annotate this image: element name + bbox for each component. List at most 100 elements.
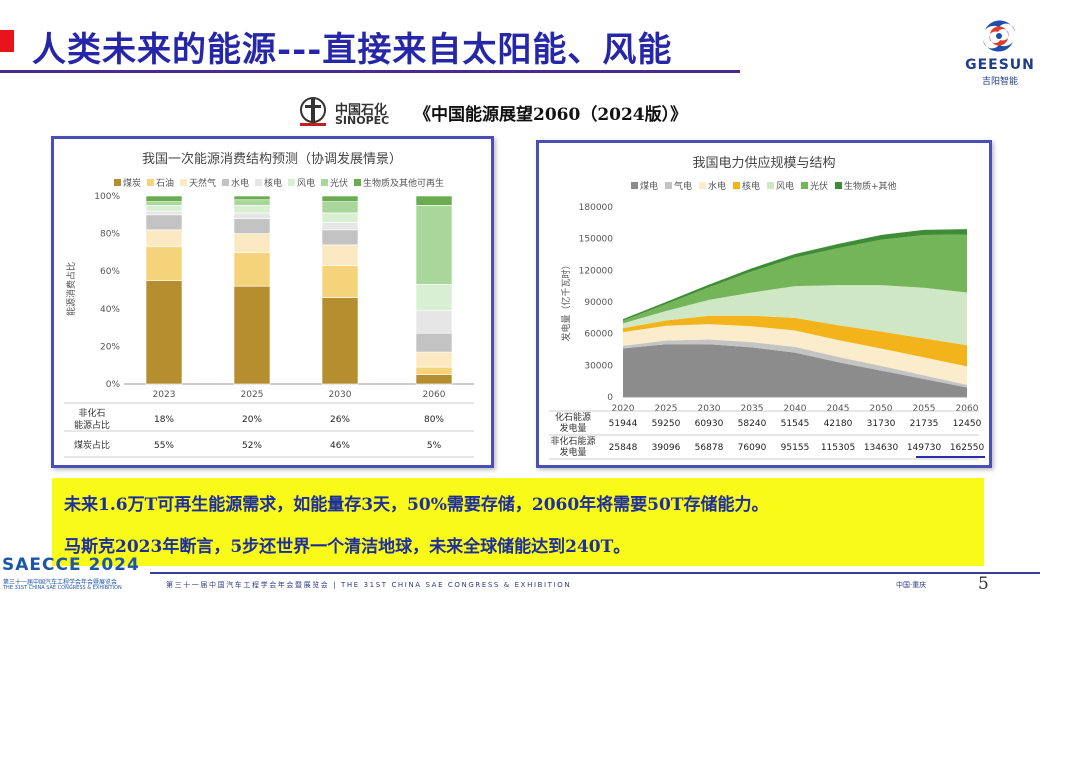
legend-swatch: [147, 179, 154, 186]
table-cell: 5%: [427, 441, 442, 451]
table-row-label: 发电量: [559, 422, 586, 434]
legend-label: 风电: [776, 180, 794, 192]
legend-label: 煤炭: [123, 177, 141, 189]
title-accent-bar: [0, 30, 14, 52]
highlight-line-2: 马斯克2023年断言，5步还世界一个清洁地球，未来全球储能达到240T。: [64, 537, 631, 557]
bar-segment: [415, 310, 453, 334]
x-tick-label: 2030: [329, 390, 352, 400]
power-supply-chart-panel: 我国电力供应规模与结构 煤电 气电 水电 核电 风电 光伏 生物质+其他 发电量（亿千瓦时） 0 3…: [536, 140, 992, 468]
x-tick-label: 2020: [612, 404, 635, 414]
y-tick-label: 150000: [579, 235, 614, 245]
legend-swatch: [255, 179, 262, 186]
footer-city: 中国·重庆: [896, 581, 927, 589]
y-tick-label: 20%: [100, 342, 120, 352]
title-underline: [0, 70, 740, 73]
area-series: [623, 344, 967, 397]
x-tick-label: 2030: [698, 404, 721, 414]
bar-segment: [415, 366, 453, 375]
y-tick-label: 30000: [584, 361, 613, 371]
bar-segment: [145, 210, 183, 216]
x-tick-label: 2035: [741, 404, 764, 414]
bar-segment: [145, 205, 183, 212]
table-cell: 56878: [695, 443, 724, 453]
legend-swatch: [767, 182, 774, 189]
table-cell: 31730: [867, 419, 896, 429]
bar-segment: [321, 201, 359, 214]
table-cell: 134630: [864, 443, 899, 453]
energy-consumption-chart: 我国一次能源消费结构预测（协调发展情景）煤炭 石油 天然气 水电 核电 风电 光伏 生物质及其…: [64, 151, 474, 458]
y-tick-label: 180000: [579, 203, 614, 213]
x-tick-label: 2023: [153, 390, 176, 400]
legend-swatch: [288, 179, 295, 186]
y-axis-label: 发电量（亿千瓦时）: [560, 260, 572, 341]
legend-swatch: [631, 182, 638, 189]
slide-title: 人类未来的能源---直接来自太阳能、风能: [32, 30, 673, 70]
bar-segment: [321, 222, 359, 231]
x-tick-label: 2060: [956, 404, 979, 414]
table-cell: 149730: [907, 443, 942, 453]
chart-title: 我国一次能源消费结构预测（协调发展情景）: [142, 151, 402, 167]
bar-segment: [415, 195, 453, 206]
bar-segment: [233, 233, 271, 253]
legend-swatch: [354, 179, 361, 186]
legend-label: 生物质+其他: [844, 180, 897, 192]
sinopec-name-en: SINOPEC: [335, 114, 390, 127]
table-row-label: 化石能源: [555, 411, 591, 423]
legend-label: 光伏: [330, 177, 348, 189]
legend-label: 煤电: [640, 180, 658, 192]
saecce-logo: SAECCE 2024: [2, 555, 140, 575]
y-axis-label: 能源消费占比: [65, 262, 77, 316]
bar-segment: [145, 214, 183, 231]
bar-segment: [321, 212, 359, 223]
brand-subtitle: 吉阳智能: [981, 77, 1018, 87]
table-row-label: 非化石能源: [550, 435, 595, 447]
y-tick-label: 80%: [100, 230, 120, 240]
legend-swatch: [699, 182, 706, 189]
legend-label: 风电: [297, 177, 315, 189]
legend-label: 气电: [674, 180, 692, 192]
table-cell: 59250: [652, 419, 681, 429]
x-tick-label: 2025: [241, 390, 264, 400]
legend-swatch: [321, 179, 328, 186]
y-tick-label: 0: [607, 393, 613, 403]
area-series: [623, 285, 967, 346]
table-cell: 12450: [953, 419, 982, 429]
legend-label: 水电: [708, 180, 726, 192]
x-tick-label: 2025: [655, 404, 678, 414]
table-cell: 115305: [821, 443, 855, 453]
bar-segment: [321, 244, 359, 266]
footer-text: 第三十一届中国汽车工程学会年会暨展览会 | THE 31ST CHINA SAE…: [166, 581, 572, 589]
table-cell: 58240: [738, 419, 767, 429]
table-cell: 95155: [781, 443, 810, 453]
brand-name: GEESUN: [965, 57, 1035, 73]
table-cell: 80%: [424, 415, 444, 425]
table-row-label: 煤炭占比: [74, 439, 110, 451]
bar-segment: [233, 218, 271, 234]
bar-segment: [233, 212, 271, 219]
legend-swatch: [665, 182, 672, 189]
legend-label: 核电: [742, 180, 760, 192]
saecce-logo-cn: 第三十一届中国汽车工程学会年会暨展览会: [3, 579, 118, 586]
sinopec-name-cn: 中国石化: [335, 103, 388, 118]
table-cell: 51944: [609, 419, 638, 429]
y-tick-label: 100%: [94, 192, 120, 202]
table-cell: 51545: [781, 419, 810, 429]
table-cell: 20%: [242, 415, 262, 425]
legend-swatch: [114, 179, 121, 186]
area-series: [623, 324, 967, 385]
table-cell: 55%: [154, 441, 174, 451]
bar-segment: [321, 195, 359, 202]
bar-segment: [415, 351, 453, 368]
x-tick-label: 2055: [913, 404, 936, 414]
legend-swatch: [733, 182, 740, 189]
bar-segment: [145, 229, 183, 248]
y-tick-label: 60000: [584, 330, 613, 340]
legend-swatch: [801, 182, 808, 189]
bar-segment: [415, 332, 453, 353]
bar-segment: [233, 252, 271, 287]
table-cell: 52%: [242, 441, 262, 451]
table-cell: 162550: [950, 443, 985, 453]
bar-segment: [233, 205, 271, 214]
legend-label: 石油: [156, 177, 174, 189]
legend-label: 天然气: [189, 177, 216, 189]
